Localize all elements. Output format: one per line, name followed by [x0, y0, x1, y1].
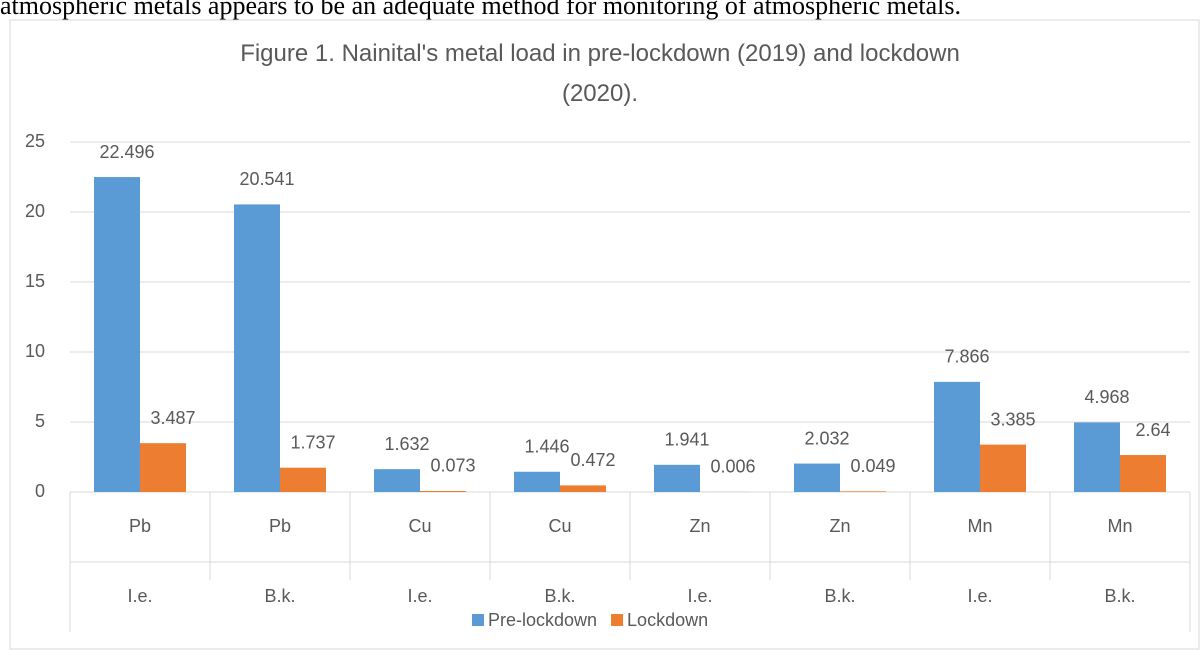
x-tick-label: Mn: [1107, 516, 1132, 536]
data-label: 0.006: [710, 457, 755, 477]
x-tick-label: Pb: [269, 516, 291, 536]
x-tick-label: Pb: [129, 516, 151, 536]
x-group-label: I.e.: [407, 586, 432, 606]
x-tick-label: Cu: [408, 516, 431, 536]
x-group-label: I.e.: [967, 586, 992, 606]
x-group-label: B.k.: [264, 586, 295, 606]
legend-label: Lockdown: [627, 610, 708, 630]
data-label: 2.64: [1135, 420, 1170, 440]
bar: [560, 485, 606, 492]
chart-title: Figure 1. Nainital's metal load in pre-l…: [240, 40, 960, 107]
bar: [794, 463, 840, 492]
bar: [840, 491, 886, 492]
bar: [280, 467, 326, 492]
bar: [1120, 455, 1166, 492]
bar: [140, 443, 186, 492]
data-label: 1.737: [290, 432, 335, 452]
y-tick-label: 0: [35, 481, 45, 501]
data-label: 1.632: [384, 434, 429, 454]
x-group-label: I.e.: [687, 586, 712, 606]
data-label: 3.385: [990, 409, 1035, 429]
x-tick-label: Mn: [967, 516, 992, 536]
data-label: 4.968: [1084, 387, 1129, 407]
bar: [1074, 422, 1120, 492]
bar: [514, 471, 560, 492]
y-tick-label: 25: [25, 131, 45, 151]
page-text: atmospheric metals appears to be an adeq…: [0, 0, 961, 20]
x-tick-label: Zn: [689, 516, 710, 536]
x-group-label: B.k.: [544, 586, 575, 606]
data-label: 22.496: [99, 142, 154, 162]
bar: [980, 444, 1026, 492]
y-tick-label: 5: [35, 411, 45, 431]
chart-border: [9, 19, 1200, 650]
y-tick-label: 10: [25, 341, 45, 361]
x-group-label: B.k.: [1104, 586, 1135, 606]
data-label: 1.941: [664, 430, 709, 450]
data-label: 2.032: [804, 428, 849, 448]
data-label: 0.073: [430, 456, 475, 476]
bar: [94, 177, 140, 492]
bar: [420, 490, 466, 492]
bar: [654, 464, 700, 492]
x-group-label: I.e.: [127, 586, 152, 606]
data-label: 1.446: [524, 437, 569, 457]
x-tick-label: Zn: [829, 516, 850, 536]
data-label: 3.487: [150, 408, 195, 428]
x-tick-label: Cu: [548, 516, 571, 536]
data-label: 7.866: [944, 347, 989, 367]
legend-label: Pre-lockdown: [488, 610, 597, 630]
bar: [934, 381, 980, 492]
y-tick-label: 15: [25, 271, 45, 291]
legend-swatch: [472, 614, 484, 626]
legend-swatch: [611, 614, 624, 626]
bar: [234, 204, 280, 492]
bar: [374, 469, 420, 492]
data-label: 20.541: [239, 169, 294, 189]
data-label: 0.472: [570, 450, 615, 470]
data-label: 0.049: [850, 456, 895, 476]
y-tick-label: 20: [25, 201, 45, 221]
x-group-label: B.k.: [824, 586, 855, 606]
